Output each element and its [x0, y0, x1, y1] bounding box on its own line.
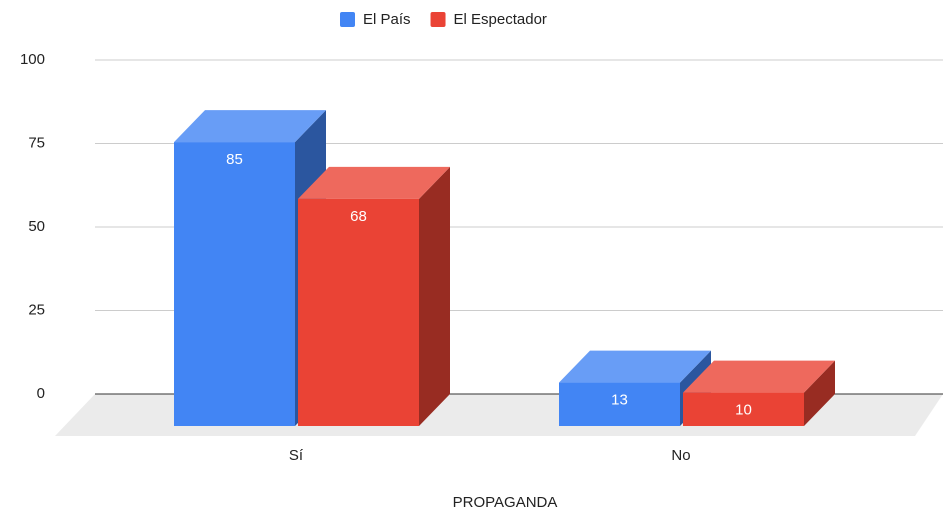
y-tick-label: 50 — [28, 218, 45, 235]
bar — [298, 166, 450, 426]
bar-top — [298, 166, 450, 199]
y-tick-label: 25 — [28, 301, 45, 318]
bar — [174, 110, 326, 426]
data-label: 68 — [350, 208, 367, 225]
y-tick-label: 0 — [37, 385, 45, 402]
bar-front — [174, 142, 295, 426]
legend-label: El País — [363, 11, 411, 28]
bar-front — [298, 198, 419, 426]
bar-top — [559, 350, 711, 383]
bar-side — [419, 166, 450, 426]
legend-label: El Espectador — [454, 11, 547, 28]
y-tick-label: 75 — [28, 134, 45, 151]
x-axis-title: PROPAGANDA — [453, 494, 558, 511]
bar-side — [804, 360, 835, 426]
data-label: 10 — [735, 402, 752, 419]
legend-swatch — [340, 12, 355, 27]
data-label: 85 — [226, 151, 243, 168]
legend-swatch — [430, 12, 446, 27]
x-tick-label: No — [671, 447, 690, 464]
bar-front — [559, 382, 680, 426]
data-label: 13 — [611, 392, 628, 409]
x-tick-label: Sí — [289, 447, 304, 464]
bar-front — [683, 392, 804, 426]
bar-top — [174, 110, 326, 143]
y-tick-label: 100 — [20, 51, 45, 68]
bar-top — [683, 360, 835, 393]
bar — [683, 360, 835, 426]
